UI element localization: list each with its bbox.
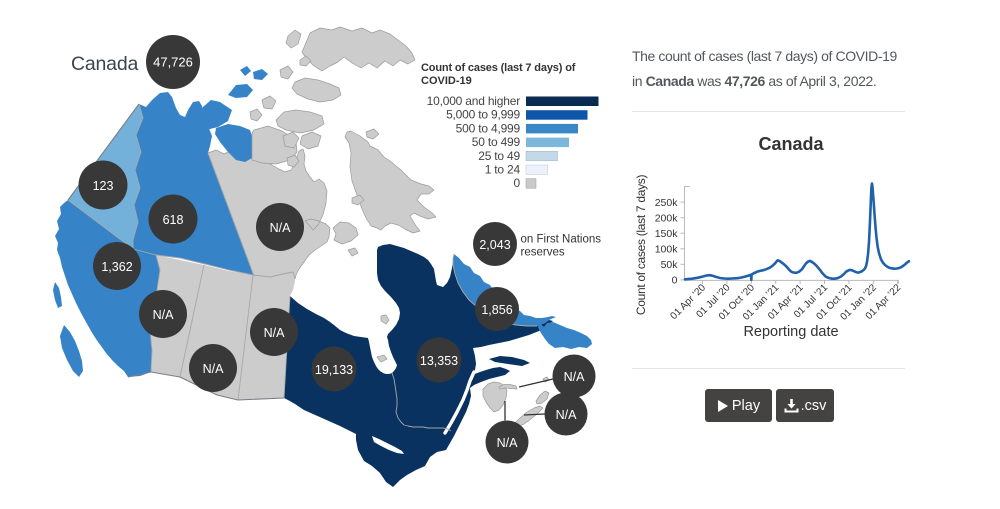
svg-text:250k: 250k (655, 197, 679, 209)
svg-text:1,856: 1,856 (481, 303, 512, 317)
svg-text:47,726: 47,726 (153, 55, 193, 70)
svg-text:123: 123 (93, 179, 114, 193)
svg-text:N/A: N/A (497, 436, 519, 450)
svg-text:N/A: N/A (153, 308, 175, 322)
svg-text:N/A: N/A (264, 326, 286, 340)
svg-text:Reporting date: Reporting date (743, 324, 838, 340)
svg-text:500 to 4,999: 500 to 4,999 (456, 121, 521, 135)
svg-text:150k: 150k (655, 228, 679, 240)
svg-text:0: 0 (672, 275, 678, 287)
svg-text:on First Nations: on First Nations (521, 234, 602, 246)
svg-text:N/A: N/A (556, 408, 578, 422)
svg-text:50k: 50k (661, 259, 679, 271)
svg-text:Count of cases (last 7 days): Count of cases (last 7 days) (634, 175, 648, 316)
svg-text:100k: 100k (655, 244, 679, 256)
svg-text:618: 618 (163, 213, 184, 227)
svg-text:Canada: Canada (71, 53, 138, 75)
svg-text:5,000 to 9,999: 5,000 to 9,999 (446, 108, 520, 122)
svg-text:2,043: 2,043 (479, 238, 510, 252)
svg-text:13,353: 13,353 (420, 354, 458, 368)
svg-text:50 to 499: 50 to 499 (472, 135, 521, 149)
svg-text:COVID-19: COVID-19 (421, 75, 472, 87)
svg-text:N/A: N/A (203, 362, 225, 376)
svg-text:25 to 49: 25 to 49 (478, 149, 520, 163)
svg-text:1 to 24: 1 to 24 (485, 163, 521, 177)
svg-text:19,133: 19,133 (315, 363, 353, 377)
svg-text:N/A: N/A (564, 370, 586, 384)
svg-text:200k: 200k (655, 213, 679, 225)
svg-text:N/A: N/A (270, 221, 292, 235)
svg-text:1,362: 1,362 (101, 260, 132, 274)
svg-text:reserves: reserves (521, 247, 565, 259)
svg-text:Count of cases (last 7 days) o: Count of cases (last 7 days) of (421, 62, 576, 74)
svg-text:0: 0 (514, 176, 521, 190)
svg-text:10,000 and higher: 10,000 and higher (427, 94, 521, 108)
